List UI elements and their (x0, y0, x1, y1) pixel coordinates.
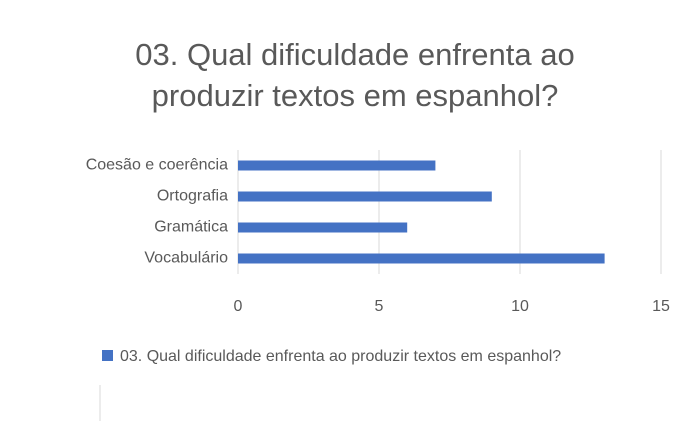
x-tick-label: 5 (375, 298, 384, 315)
y-tick-label: Coesão e coerência (86, 157, 228, 174)
bar (238, 253, 605, 264)
legend-key (102, 350, 113, 361)
chart-title: 03. Qual dificuldade enfrenta ao produzi… (135, 37, 575, 113)
x-tick-label: 15 (652, 298, 670, 315)
bar (238, 160, 436, 171)
y-tick-label: Vocabulário (144, 250, 228, 267)
x-tick-label: 10 (511, 298, 529, 315)
legend-label: 03. Qual dificuldade enfrenta ao produzi… (120, 348, 562, 365)
y-tick-label: Gramática (154, 219, 228, 236)
x-tick-label: 0 (234, 298, 243, 315)
bar (238, 191, 492, 202)
y-tick-label: Ortografia (157, 188, 228, 205)
bar (238, 222, 408, 233)
